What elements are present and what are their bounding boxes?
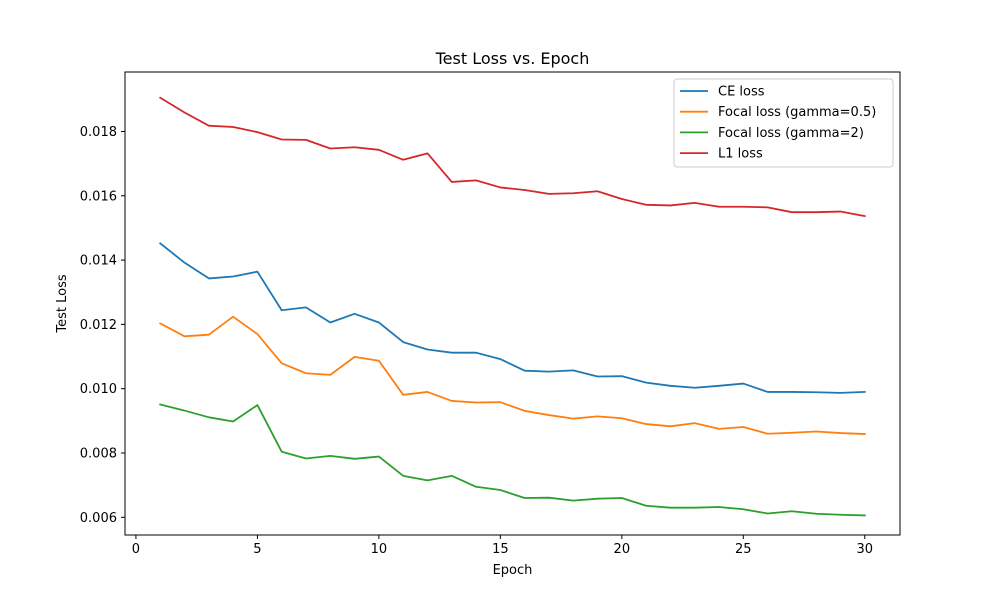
- y-axis: 0.006 0.008 0.010 0.012 0.014 0.016 0.018: [80, 125, 125, 526]
- x-axis-title: Epoch: [493, 563, 533, 578]
- legend-label: L1 loss: [718, 147, 763, 162]
- legend-label: Focal loss (gamma=0.5): [718, 105, 876, 120]
- series-line-4: [158, 96, 866, 218]
- y-tick-label: 0.012: [80, 318, 117, 333]
- y-axis-title: Test Loss: [55, 274, 70, 333]
- x-tick-label: 0: [132, 542, 140, 557]
- series-line-1: [158, 242, 866, 394]
- x-tick-label: 5: [253, 542, 261, 557]
- plot-frame: [124, 71, 901, 536]
- legend-label: Focal loss (gamma=2): [718, 126, 864, 141]
- x-tick-label: 25: [735, 542, 752, 557]
- x-tick-label: 20: [614, 542, 631, 557]
- x-axis: 0 5 10 15 20 25 30: [132, 535, 873, 557]
- y-tick-label: 0.016: [80, 189, 117, 204]
- y-tick-label: 0.010: [80, 382, 117, 397]
- series-line-3: [159, 403, 866, 517]
- x-tick-label: 30: [856, 542, 873, 557]
- plot-lines: [158, 96, 866, 517]
- y-tick-label: 0.008: [80, 447, 117, 462]
- legend: CE loss Focal loss (gamma=0.5) Focal loss …: [673, 78, 894, 168]
- legend-label: CE loss: [718, 85, 765, 100]
- legend-box: [673, 78, 894, 168]
- x-tick-label: 10: [371, 542, 388, 557]
- y-tick-label: 0.014: [80, 254, 117, 269]
- x-tick-label: 15: [492, 542, 509, 557]
- series-line-2: [159, 315, 866, 435]
- y-tick-label: 0.006: [80, 511, 117, 526]
- y-tick-label: 0.018: [80, 125, 117, 140]
- chart-title: Test Loss vs. Epoch: [435, 49, 590, 68]
